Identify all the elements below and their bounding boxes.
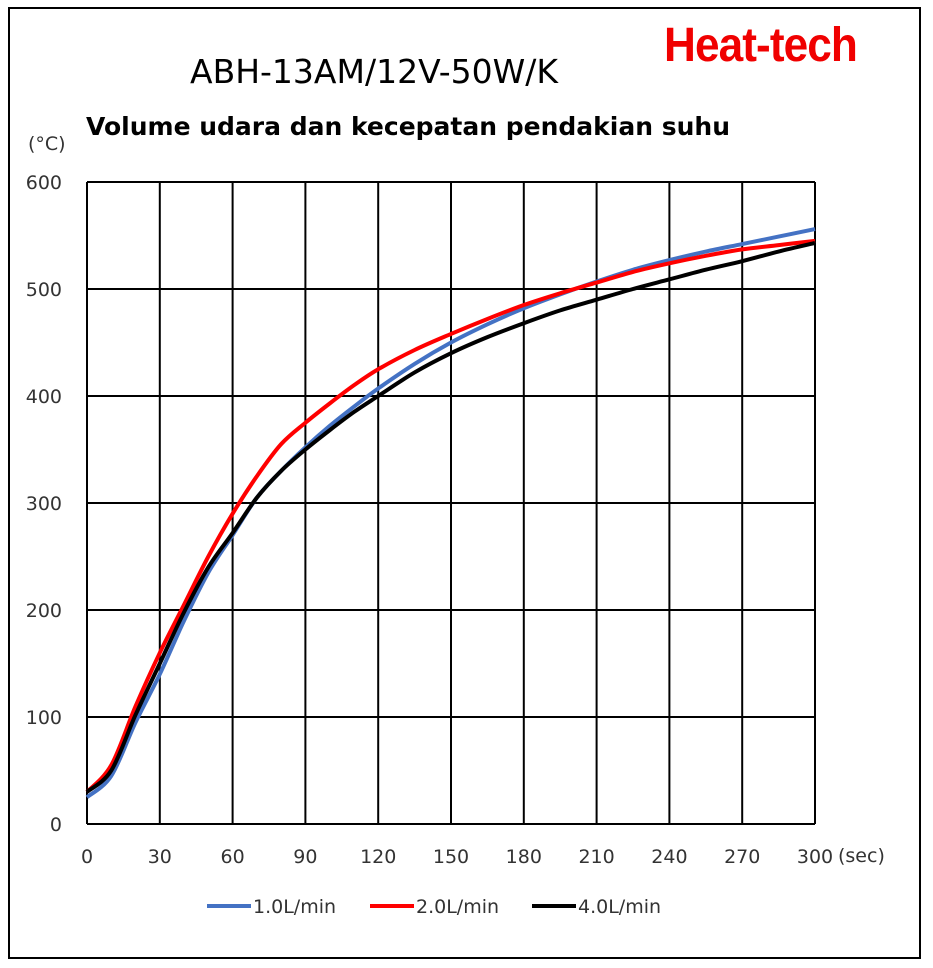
x-tick-label: 120 [360, 846, 396, 868]
chart-frame [8, 7, 921, 959]
legend-label: 1.0L/min [253, 896, 336, 918]
heat-tech-logo: Heat-tech [664, 19, 858, 72]
x-tick-label: 60 [221, 846, 245, 868]
y-tick-label: 200 [26, 600, 62, 622]
chart-title: ABH-13AM/12V-50W/K [190, 52, 559, 91]
x-tick-label: 180 [506, 846, 542, 868]
legend-label: 4.0L/min [578, 896, 661, 918]
y-axis-label: (°C) [28, 133, 66, 155]
y-tick-label: 600 [26, 172, 62, 194]
x-axis-label: (sec) [838, 845, 885, 867]
x-tick-label: 0 [81, 846, 93, 868]
y-tick-label: 500 [26, 279, 62, 301]
y-tick-label: 0 [50, 814, 62, 836]
series-line-4-0l-min [85, 241, 816, 794]
y-tick-label: 400 [26, 386, 62, 408]
series-line-1-0l-min [85, 227, 816, 799]
chart-subtitle: Volume udara dan kecepatan pendakian suh… [86, 112, 730, 141]
x-tick-label: 210 [578, 846, 614, 868]
x-tick-label: 150 [433, 846, 469, 868]
x-tick-label: 30 [148, 846, 172, 868]
y-tick-label: 300 [26, 493, 62, 515]
series-line-2-0l-min [85, 238, 816, 794]
x-tick-label: 270 [724, 846, 760, 868]
x-tick-label: 240 [651, 846, 687, 868]
legend-label: 2.0L/min [416, 896, 499, 918]
y-tick-label: 100 [26, 707, 62, 729]
x-tick-label: 90 [293, 846, 317, 868]
x-tick-label: 300 [797, 846, 833, 868]
